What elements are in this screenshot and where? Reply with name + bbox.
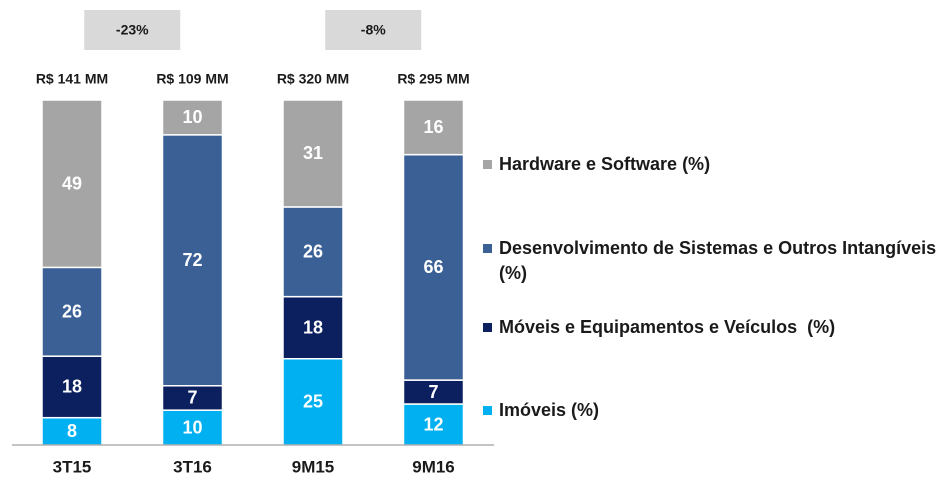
bar-segment xyxy=(41,355,103,419)
data-label: 49 xyxy=(62,173,82,193)
bar-segment xyxy=(282,206,344,298)
x-tick-label: 9M15 xyxy=(292,457,335,476)
legend-label: Hardware e Software (%) xyxy=(499,154,711,174)
data-label: 31 xyxy=(303,143,323,163)
x-tick-label: 3T15 xyxy=(53,457,92,476)
legend-label: Móveis e Equipamentos e Veículos (%) xyxy=(499,317,836,337)
legend-item: Desenvolvimento de Sistemas e Outros Int… xyxy=(483,236,938,286)
change-box xyxy=(84,10,181,50)
bar-segment xyxy=(41,99,103,269)
data-label: 10 xyxy=(182,417,202,437)
data-label: 7 xyxy=(428,382,438,402)
change-label: -8% xyxy=(361,22,386,38)
bar-segment xyxy=(402,99,465,156)
bar-segment xyxy=(282,295,344,360)
bar-segment xyxy=(282,99,344,208)
data-label: 12 xyxy=(423,414,443,434)
bar-segment xyxy=(161,99,224,136)
legend-swatch xyxy=(483,244,492,253)
legend-swatch xyxy=(483,323,492,332)
data-label: 16 xyxy=(423,117,443,137)
data-label: 66 xyxy=(423,257,443,277)
change-label: -23% xyxy=(116,22,149,38)
data-label: 8 xyxy=(67,421,77,441)
legend-label: Desenvolvimento de Sistemas e Outros Int… xyxy=(499,238,942,283)
data-label: 10 xyxy=(182,107,202,127)
data-label: 72 xyxy=(182,250,202,270)
legend-swatch xyxy=(483,406,492,415)
total-label: R$ 141 MM xyxy=(36,71,108,87)
data-label: 26 xyxy=(303,242,323,262)
legend-item: Móveis e Equipamentos e Veículos (%) xyxy=(483,315,938,340)
bar-segment xyxy=(161,134,224,387)
legend-label: Imóveis (%) xyxy=(499,400,600,420)
bar-segment xyxy=(402,153,465,381)
data-label: 7 xyxy=(187,388,197,408)
bar-segment xyxy=(161,385,224,411)
total-label: R$ 109 MM xyxy=(156,71,228,87)
total-label: R$ 295 MM xyxy=(397,71,469,87)
data-label: 26 xyxy=(62,302,82,322)
data-label: 18 xyxy=(62,377,82,397)
x-tick-label: 9M16 xyxy=(412,457,455,476)
change-box xyxy=(325,10,422,50)
data-label: 18 xyxy=(303,317,323,337)
data-label: 25 xyxy=(303,392,323,412)
bar-segment xyxy=(41,266,103,357)
legend-item: Imóveis (%) xyxy=(483,398,938,423)
legend-swatch xyxy=(483,160,492,169)
legend-item: Hardware e Software (%) xyxy=(483,152,938,177)
x-tick-label: 3T16 xyxy=(173,457,212,476)
total-label: R$ 320 MM xyxy=(277,71,349,87)
